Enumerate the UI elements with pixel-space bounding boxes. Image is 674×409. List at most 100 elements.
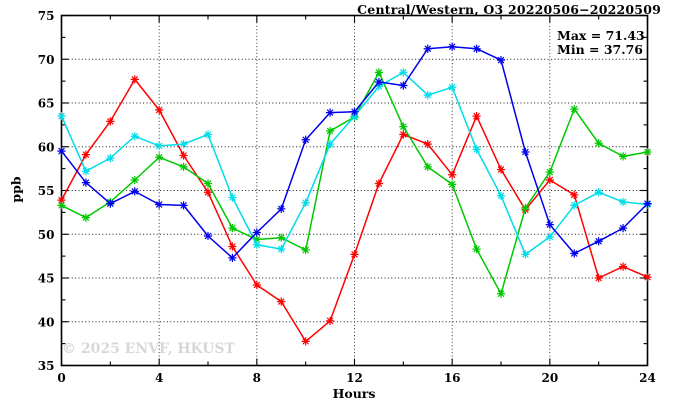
max-value-label: Max = 71.43	[557, 28, 645, 43]
green-series-marker	[81, 213, 91, 222]
green-series-marker	[594, 139, 603, 148]
x-tick-label: 16	[444, 371, 461, 385]
red-series-marker	[179, 151, 188, 160]
red-series-marker	[643, 273, 652, 282]
green-series-marker	[423, 162, 432, 171]
red-series-marker	[277, 297, 286, 306]
cyan-series-marker	[423, 91, 432, 100]
red-series-marker	[594, 273, 603, 283]
cyan-series-marker	[106, 154, 115, 163]
cyan-series-marker	[155, 141, 164, 150]
cyan-series-marker	[448, 83, 457, 92]
cyan-series-marker	[545, 232, 554, 241]
red-series-marker	[545, 175, 554, 185]
green-series-marker	[228, 224, 237, 233]
blue-series-marker	[643, 199, 652, 208]
blue-series-marker	[448, 42, 457, 51]
green-series-marker	[277, 233, 286, 242]
red-series-marker	[496, 165, 506, 174]
blue-series-marker	[618, 224, 628, 233]
green-series-marker	[521, 203, 530, 213]
x-tick-label: 8	[253, 371, 261, 385]
blue-series-marker	[570, 249, 579, 258]
blue-series-marker	[472, 44, 481, 53]
green-series-marker	[496, 289, 506, 298]
y-axis-label: ppb	[8, 176, 24, 203]
cyan-series-marker	[521, 250, 530, 259]
green-series-marker	[448, 180, 457, 189]
cyan-series-marker	[350, 112, 359, 121]
blue-series-marker	[496, 56, 506, 65]
blue-series-marker	[155, 200, 164, 209]
green-series-marker	[643, 147, 652, 157]
y-tick-label: 35	[38, 359, 55, 373]
green-series-marker	[203, 179, 213, 188]
y-tick-label: 40	[38, 315, 55, 329]
y-tick-label: 65	[38, 97, 55, 111]
cyan-series-marker	[130, 132, 139, 141]
red-series-marker	[350, 250, 359, 259]
x-tick-label: 24	[639, 371, 656, 385]
red-series-marker	[570, 190, 579, 199]
cyan-series-marker	[57, 112, 66, 121]
cyan-series-marker	[179, 140, 188, 149]
red-series-marker	[472, 112, 481, 121]
cyan-series-marker	[277, 245, 286, 254]
x-tick-label: 20	[541, 371, 558, 385]
blue-series-marker	[399, 81, 408, 90]
y-tick-label: 75	[38, 9, 55, 23]
red-series-marker	[228, 242, 237, 251]
red-series-marker	[81, 150, 91, 159]
blue-series-marker	[423, 44, 432, 53]
cyan-series-marker	[203, 130, 213, 139]
red-series-marker	[325, 316, 335, 325]
blue-series-marker	[203, 231, 213, 241]
blue-series-marker	[252, 228, 261, 237]
green-series-marker	[374, 68, 384, 77]
blue-series-marker	[57, 147, 66, 156]
green-series-marker	[301, 245, 310, 255]
y-tick-label: 45	[38, 272, 55, 286]
blue-series-marker	[130, 187, 139, 196]
cyan-series-marker	[496, 191, 506, 200]
chart-title: Central/Western, O3 20220506−20220509	[357, 2, 661, 17]
green-series-marker	[179, 162, 188, 171]
cyan-series-marker	[81, 167, 91, 176]
blue-series-marker	[350, 107, 359, 116]
cyan-series-marker	[618, 197, 628, 206]
cyan-series-marker	[228, 193, 237, 202]
x-tick-label: 4	[155, 371, 163, 385]
green-series-marker	[399, 122, 408, 131]
red-series-marker	[374, 179, 384, 188]
green-series-marker	[130, 175, 139, 185]
green-series-marker	[618, 152, 628, 161]
red-series-marker	[155, 105, 164, 115]
watermark: © 2025 ENVF, HKUST	[62, 341, 235, 357]
x-tick-label: 0	[57, 371, 65, 385]
cyan-series-marker	[325, 140, 335, 149]
stats-box: Max = 71.43 Min = 37.76	[557, 29, 645, 57]
cyan-series-marker	[301, 198, 310, 207]
cyan-series-marker	[570, 201, 579, 210]
blue-series-marker	[228, 253, 237, 262]
red-series-marker	[57, 196, 66, 205]
blue-series-marker	[179, 201, 188, 210]
plot-border	[60, 14, 649, 367]
red-series-marker	[618, 262, 628, 271]
y-tick-label: 55	[38, 184, 55, 198]
green-series-marker	[570, 105, 579, 114]
blue-series-marker	[106, 199, 115, 208]
green-series-marker	[155, 153, 164, 162]
blue-series-marker	[545, 220, 554, 229]
blue-series-marker	[374, 77, 384, 87]
blue-series-marker	[81, 178, 91, 187]
y-tick-label: 50	[38, 228, 55, 242]
y-tick-label: 70	[38, 53, 55, 67]
y-tick-label: 60	[38, 140, 55, 154]
blue-series-marker	[301, 135, 310, 144]
blue-series-marker	[325, 108, 335, 117]
x-axis-label: Hours	[332, 386, 376, 401]
red-series-marker	[399, 130, 408, 139]
red-series-marker	[252, 280, 261, 290]
